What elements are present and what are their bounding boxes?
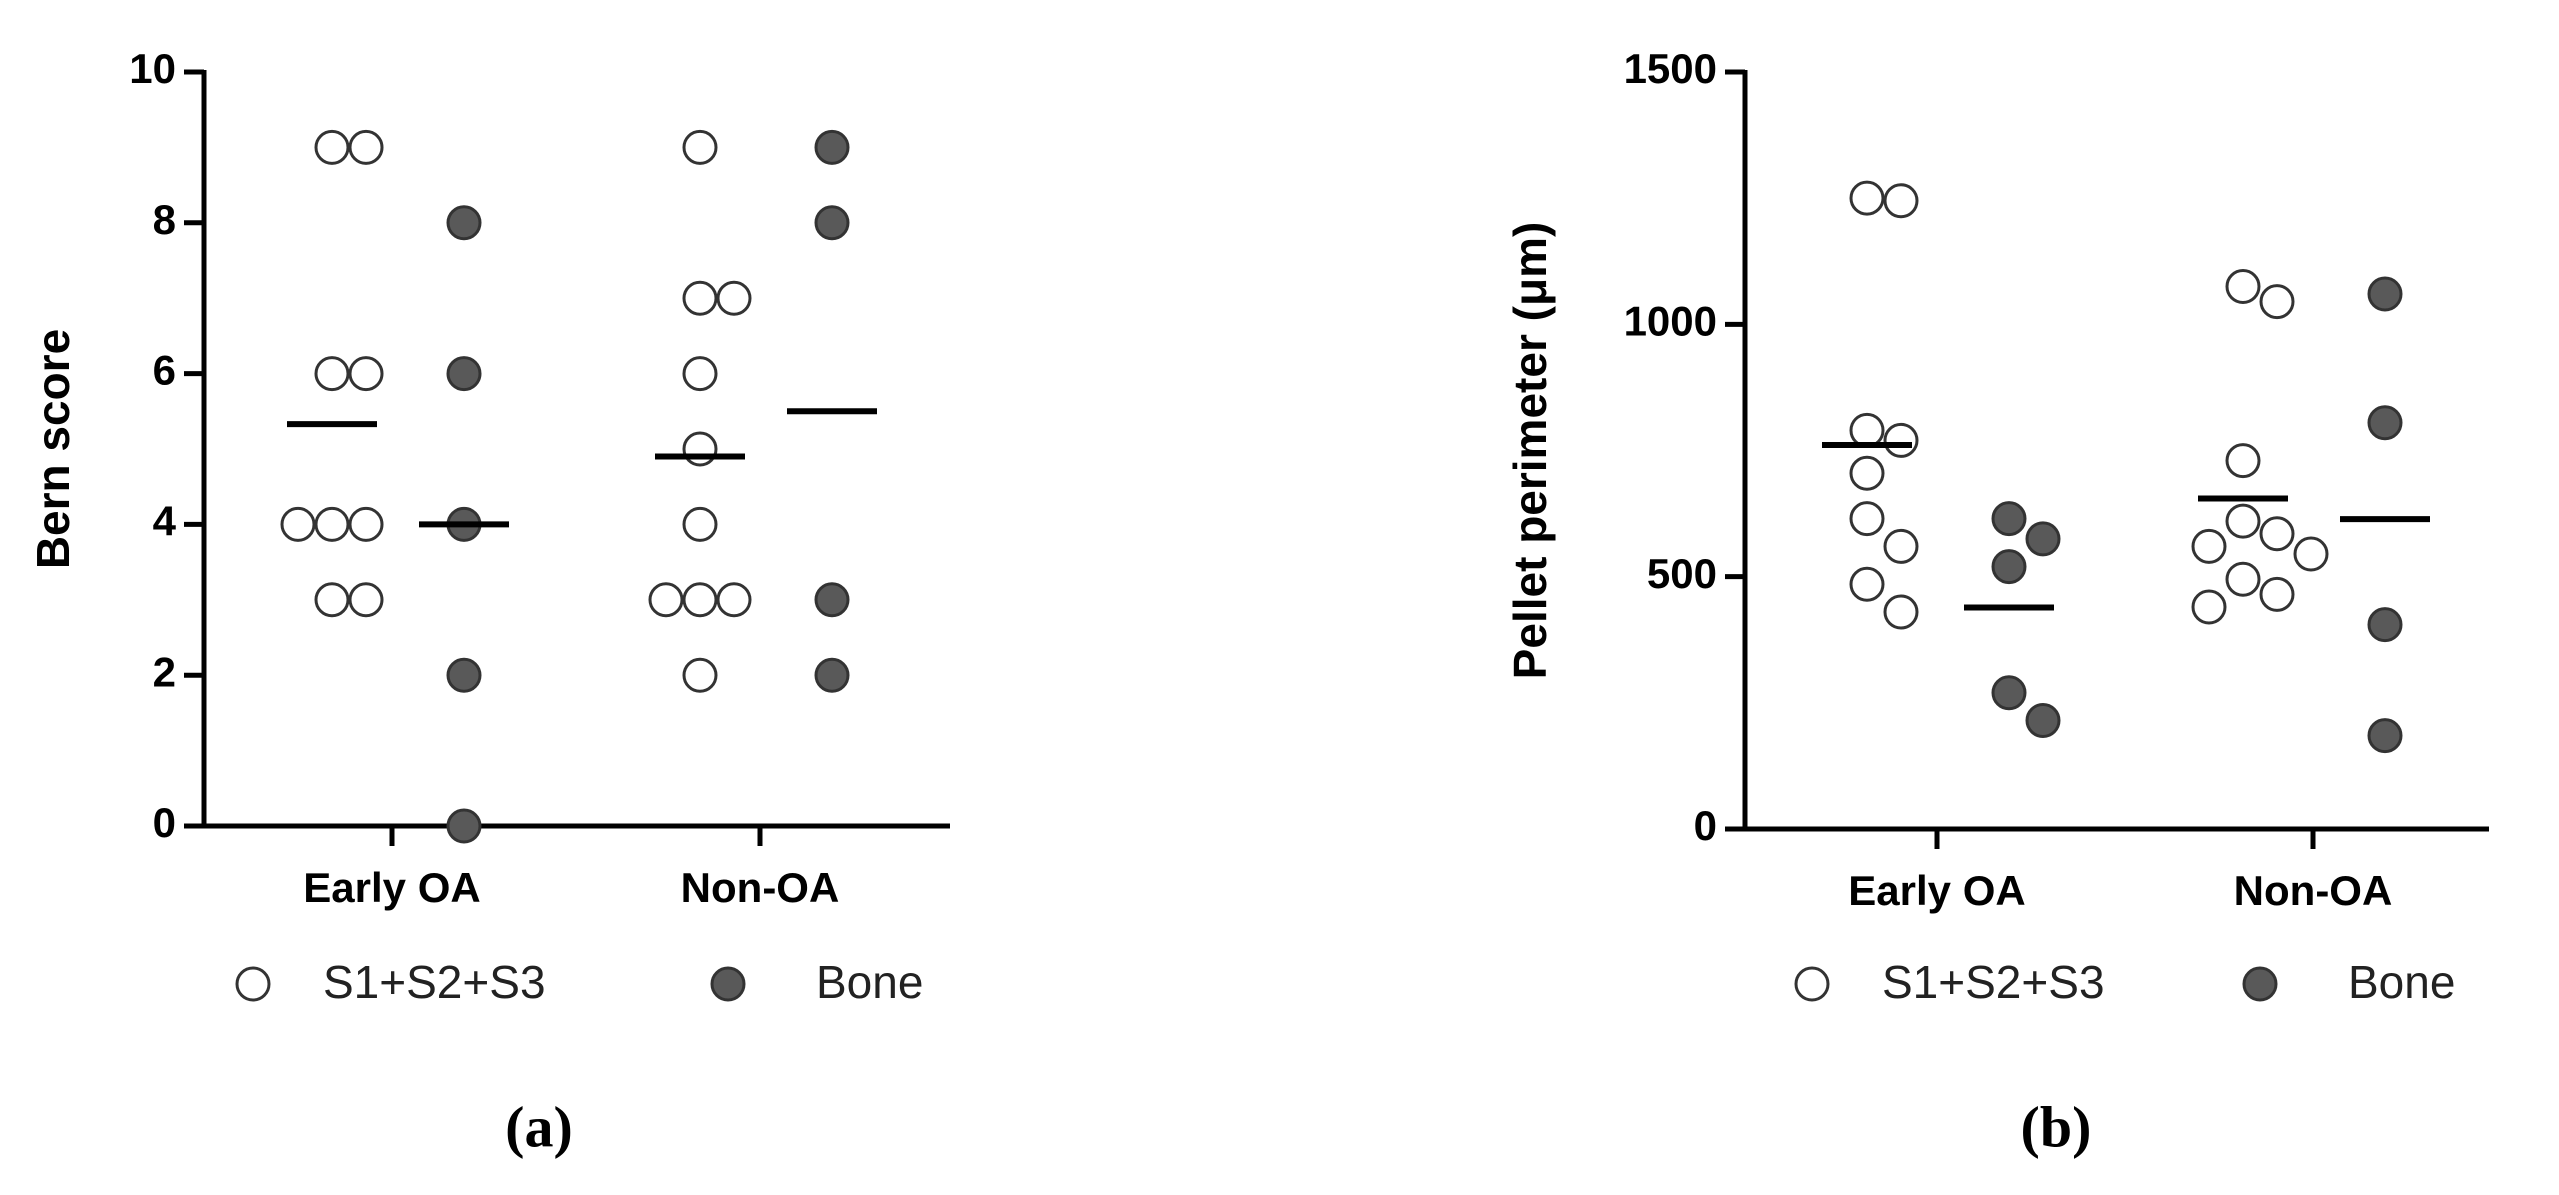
- legend-marker: [2242, 966, 2278, 1002]
- data-point: [2025, 521, 2061, 557]
- data-point: [2225, 503, 2261, 539]
- data-point: [314, 506, 350, 542]
- data-point: [1883, 422, 1919, 458]
- legend-label: S1+S2+S3: [323, 956, 546, 1008]
- data-point: [814, 129, 850, 165]
- data-point: [2259, 284, 2295, 320]
- data-point: [716, 280, 752, 316]
- data-point: [348, 506, 384, 542]
- y-tick-label: 0: [1694, 802, 1717, 849]
- legend-marker: [1794, 966, 1830, 1002]
- data-point: [314, 356, 350, 392]
- y-tick-label: 1500: [1624, 45, 1717, 92]
- data-point: [2259, 516, 2295, 552]
- data-point: [2225, 443, 2261, 479]
- data-point: [348, 582, 384, 618]
- data-point: [682, 506, 718, 542]
- data-point: [1849, 455, 1885, 491]
- legend-label: S1+S2+S3: [1882, 956, 2105, 1008]
- y-tick-label: 1000: [1624, 297, 1717, 344]
- legend-marker: [710, 966, 746, 1002]
- data-point: [1991, 549, 2027, 585]
- data-point: [2191, 528, 2227, 564]
- data-point: [2293, 536, 2329, 572]
- legend-label: Bone: [816, 956, 923, 1008]
- y-tick-label: 4: [153, 497, 177, 544]
- data-point: [314, 582, 350, 618]
- data-point: [2225, 268, 2261, 304]
- data-point: [1883, 183, 1919, 219]
- y-tick-label: 8: [153, 196, 176, 243]
- data-point: [682, 657, 718, 693]
- data-point: [1991, 675, 2027, 711]
- data-point: [1849, 180, 1885, 216]
- y-tick-label: 2: [153, 648, 176, 695]
- data-point: [2025, 702, 2061, 738]
- data-point: [2367, 276, 2403, 312]
- data-point: [348, 356, 384, 392]
- x-tick-label: Non-OA: [681, 864, 840, 911]
- data-point: [2259, 576, 2295, 612]
- data-point: [716, 582, 752, 618]
- data-point: [814, 657, 850, 693]
- data-point: [2367, 607, 2403, 643]
- x-tick-label: Early OA: [1848, 867, 2025, 914]
- data-point: [348, 129, 384, 165]
- x-tick-label: Early OA: [303, 864, 480, 911]
- data-point: [2191, 589, 2227, 625]
- data-point: [2367, 718, 2403, 754]
- data-point: [1883, 528, 1919, 564]
- data-point: [682, 129, 718, 165]
- panel-label: (a): [505, 1094, 573, 1159]
- data-point: [446, 205, 482, 241]
- data-point: [446, 808, 482, 844]
- data-point: [2225, 561, 2261, 597]
- data-point: [1883, 594, 1919, 630]
- data-point: [648, 582, 684, 618]
- y-tick-label: 6: [153, 347, 176, 394]
- x-tick-label: Non-OA: [2234, 867, 2393, 914]
- data-point: [814, 205, 850, 241]
- data-point: [682, 582, 718, 618]
- data-point: [1849, 501, 1885, 537]
- data-point: [682, 280, 718, 316]
- data-point: [2367, 405, 2403, 441]
- data-point: [1991, 501, 2027, 537]
- legend-label: Bone: [2348, 956, 2455, 1008]
- y-tick-label: 500: [1647, 550, 1717, 597]
- y-tick-label: 10: [129, 45, 176, 92]
- y-axis-title: Pellet perimeter (μm): [1504, 222, 1556, 680]
- data-point: [280, 506, 316, 542]
- legend-marker: [235, 966, 271, 1002]
- data-point: [682, 356, 718, 392]
- data-point: [446, 356, 482, 392]
- data-point: [1849, 566, 1885, 602]
- data-point: [314, 129, 350, 165]
- data-point: [814, 582, 850, 618]
- data-point: [682, 431, 718, 467]
- data-point: [446, 657, 482, 693]
- y-axis-title: Bern score: [27, 329, 79, 569]
- data-point: [1849, 412, 1885, 448]
- y-tick-label: 0: [153, 799, 176, 846]
- panel-label: (b): [2021, 1094, 2092, 1159]
